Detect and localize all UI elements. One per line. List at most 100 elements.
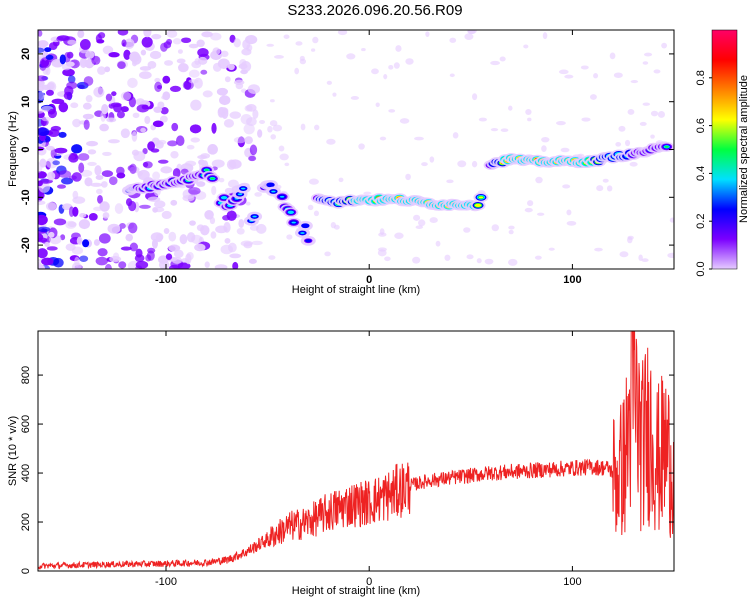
heatmap-noise-cell [388, 109, 396, 113]
heatmap-noise-cell [41, 116, 51, 122]
heatmap-noise-cell [627, 109, 635, 115]
heatmap-noise-cell [107, 139, 120, 144]
heatmap-noise-cell [188, 69, 200, 78]
heatmap-noise-cell [618, 125, 626, 132]
heatmap-noise-cell [50, 125, 62, 132]
heatmap-noise-cell [141, 36, 153, 48]
heatmap-noise-cell [556, 121, 566, 126]
heatmap-noise-cell [46, 171, 56, 181]
heatmap-noise-cell [57, 35, 70, 41]
heatmap-noise-cell [71, 172, 82, 182]
heatmap-noise-cell [446, 179, 454, 184]
heatmap-noise-cell [346, 53, 356, 60]
heatmap-noise-cell [245, 201, 251, 206]
heatmap-noise-cell [197, 48, 209, 57]
heatmap-noise-cell [188, 43, 199, 49]
heatmap-noise-cell [643, 52, 653, 57]
snr-frame [37, 330, 675, 572]
heatmap-noise-cell [642, 102, 651, 106]
heatmap-noise-cell [79, 255, 89, 262]
heatmap-noise-cell [157, 159, 169, 164]
heatmap-noise-cell [152, 120, 164, 128]
heatmap-noise-cell [252, 109, 259, 119]
snr-x-axis-label: Height of straight line (km) [292, 585, 420, 597]
heatmap-noise-cell [85, 94, 93, 103]
heatmap-noise-cell [65, 61, 75, 67]
heatmap-noise-cell [77, 30, 85, 39]
heatmap-noise-cell [217, 58, 230, 69]
heatmap-noise-cell [650, 134, 655, 139]
heatmap-noise-cell [97, 194, 103, 204]
heatmap-noise-cell [421, 162, 428, 167]
heatmap-noise-cell [78, 162, 85, 173]
snr-y-tick-label: 0 [20, 568, 32, 574]
heatmap-noise-cell [602, 178, 609, 183]
heatmap-noise-cell [131, 54, 142, 65]
heatmap-noise-cell [217, 107, 229, 115]
colorbar [711, 29, 738, 270]
heatmap-noise-cell [200, 225, 210, 236]
heatmap-noise-cell [86, 140, 99, 147]
heatmap-noise-cell [232, 261, 239, 269]
heatmap-noise-cell [508, 229, 514, 235]
heatmap-noise-cell [87, 161, 97, 166]
heatmap-noise-cell [46, 82, 55, 90]
heatmap-noise-cell [100, 111, 106, 122]
heatmap-noise-cell [120, 91, 132, 101]
heatmap-ridge-cell [279, 195, 285, 198]
heatmap-noise-cell [68, 154, 79, 163]
heatmap-noise-cell [466, 254, 474, 260]
heatmap-noise-cell [119, 223, 126, 229]
heatmap-ridge-cell [300, 232, 305, 234]
heatmap-noise-cell [254, 192, 262, 197]
heatmap-noise-cell [143, 30, 152, 38]
heatmap-noise-cell [619, 251, 629, 258]
heatmap-noise-cell [173, 249, 184, 258]
snr-x-ticks: -100 0 100 [155, 331, 582, 588]
heatmap-noise-cell [51, 98, 65, 105]
heatmap-noise-cell [247, 84, 261, 94]
heatmap-noise-cell [294, 67, 300, 75]
heatmap-noise-cell [490, 60, 500, 66]
heatmap-x-tick-label: 0 [366, 274, 372, 286]
heatmap-noise-cell [144, 115, 151, 125]
heatmap-noise-cell [67, 39, 77, 45]
snr-x-tick-label: -100 [155, 576, 177, 588]
heatmap-noise-cell [429, 217, 438, 224]
heatmap-noise-cell [152, 207, 158, 213]
heatmap-noise-cell [606, 185, 613, 192]
heatmap-noise-cell [38, 233, 44, 242]
heatmap-noise-cell [53, 218, 67, 226]
heatmap-noise-cell [227, 179, 239, 188]
heatmap-noise-cell [141, 104, 149, 110]
heatmap-noise-cell [38, 214, 48, 226]
heatmap-noise-cell [38, 40, 49, 48]
heatmap-noise-cell [337, 30, 348, 36]
heatmap-noise-cell [188, 187, 201, 195]
heatmap-noise-cell [45, 145, 55, 151]
heatmap-noise-cell [191, 234, 203, 245]
heatmap-noise-cell [227, 63, 235, 71]
snr-x-tick-label: 100 [563, 576, 581, 588]
heatmap-noise-cell [170, 199, 178, 206]
heatmap-noise-cell [371, 68, 379, 75]
heatmap-y-ticks: -20 -10 0 10 20 [20, 48, 674, 253]
heatmap-noise-cell [176, 58, 186, 64]
heatmap-noise-cell [85, 50, 95, 59]
heatmap-noise-cell [299, 58, 307, 65]
heatmap-noise-cell [111, 91, 117, 97]
heatmap-noise-cell [562, 184, 571, 189]
snr-y-tick-label: 600 [20, 415, 32, 433]
heatmap-noise-cell [558, 69, 569, 75]
heatmap-noise-cell [108, 176, 118, 186]
heatmap-noise-cell [82, 113, 94, 120]
heatmap-noise-cell [59, 54, 66, 65]
snr-y-axis-label: SNR (10 * v/v) [7, 416, 19, 486]
heatmap-noise-cell [200, 153, 211, 159]
heatmap-noise-cell [377, 249, 387, 257]
heatmap-noise-cell [124, 38, 135, 49]
heatmap-noise-cell [180, 37, 192, 44]
heatmap-noise-cell [629, 161, 638, 167]
heatmap-noise-cell [452, 132, 459, 139]
heatmap-noise-cell [249, 224, 259, 231]
